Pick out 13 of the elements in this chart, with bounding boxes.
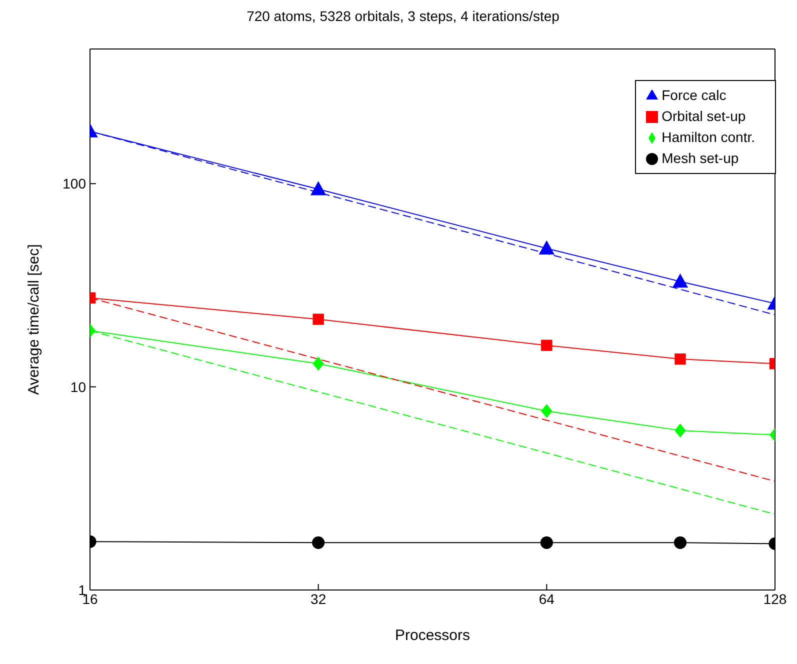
legend-label: Orbital set-up <box>662 108 746 124</box>
y-tick-label: 10 <box>70 378 86 395</box>
legend-label: Mesh set-up <box>662 150 739 166</box>
x-tick-label: 128 <box>763 590 787 607</box>
x-tick-label: 32 <box>310 590 326 607</box>
x-tick-label: 64 <box>538 590 555 607</box>
x-axis-title: Processors <box>394 627 470 644</box>
x-tick-label: 16 <box>82 590 98 607</box>
legend-label: Force calc <box>662 87 726 103</box>
y-tick-label: 100 <box>62 176 86 192</box>
chart-title: 720 atoms, 5328 orbitals, 3 steps, 4 iterations/step <box>246 8 560 26</box>
legend-label: Hamilton contr. <box>662 129 755 145</box>
y-axis-title: Average time/call [sec] <box>25 244 42 395</box>
